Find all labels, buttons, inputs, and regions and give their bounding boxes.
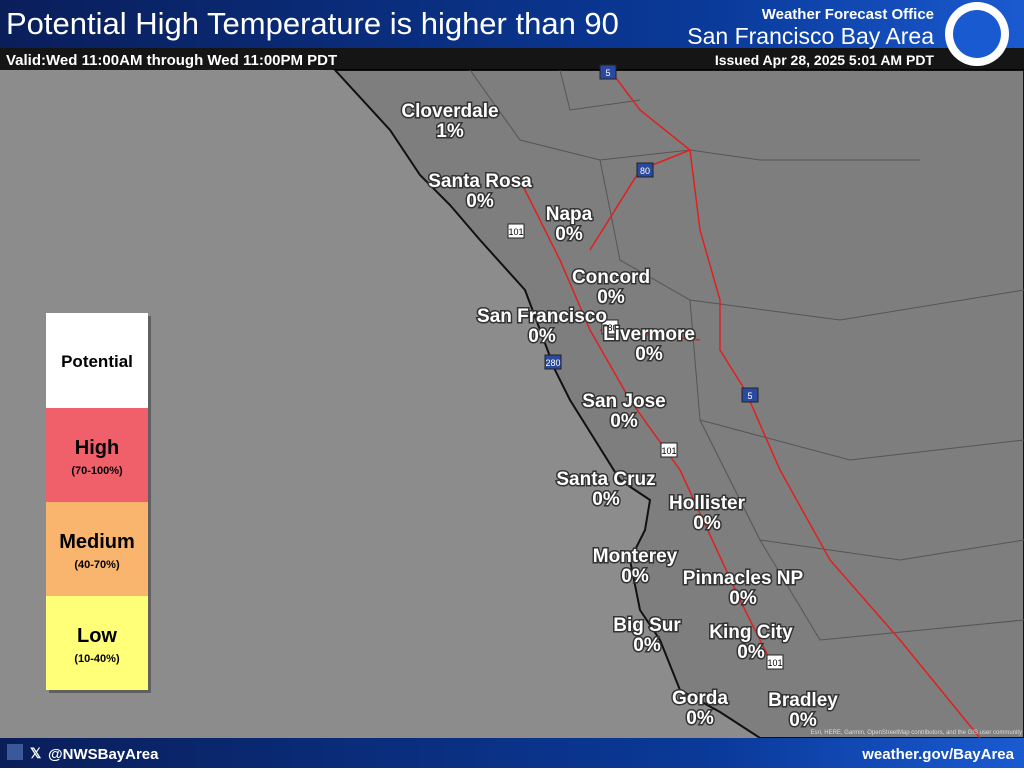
- highway-shield: [544, 354, 562, 370]
- nws-logo-inner: [953, 10, 1001, 58]
- city-probability: 1%: [436, 121, 464, 142]
- highway-number: 101: [508, 227, 523, 237]
- legend-swatch: [46, 502, 148, 596]
- legend-title: Potential: [61, 352, 133, 371]
- header-bar: [0, 0, 1024, 48]
- city-name: San Jose: [582, 391, 665, 412]
- website[interactable]: weather.gov/BayArea: [861, 746, 1014, 763]
- highway-number: 101: [767, 658, 782, 668]
- area: San Francisco Bay Area: [687, 23, 934, 49]
- valid-time: Valid:Wed 11:00AM through Wed 11:00PM PD…: [6, 52, 337, 69]
- land: [332, 69, 1024, 739]
- legend-range: (70-100%): [71, 465, 123, 477]
- city-name: Concord: [572, 267, 650, 288]
- highway-number: 580: [602, 323, 617, 333]
- social-handle[interactable]: @NWSBayArea: [48, 746, 159, 763]
- city-probability: 0%: [633, 635, 661, 656]
- highway-shield: [601, 319, 619, 335]
- highway-number: 5: [747, 391, 752, 401]
- highway-number: 5: [605, 68, 610, 78]
- city-probability: 0%: [555, 224, 583, 245]
- highway-number: 280: [545, 358, 560, 368]
- city-name: Pinnacles NP: [683, 568, 804, 589]
- city-probability: 0%: [592, 489, 620, 510]
- legend-header: [46, 313, 148, 408]
- legend-label: Medium: [59, 531, 135, 553]
- subheader-bar: [0, 48, 1024, 70]
- city-probability: 0%: [729, 588, 757, 609]
- city-probability: 0%: [693, 513, 721, 534]
- facebook-icon[interactable]: [7, 744, 23, 760]
- city-name: King City: [709, 622, 793, 643]
- highway-shield: [766, 654, 784, 670]
- legend-swatch: [46, 596, 148, 690]
- city-name: Napa: [546, 204, 593, 225]
- issued: Issued Apr 28, 2025 5:01 AM PDT: [715, 52, 935, 68]
- city-name: Santa Cruz: [556, 469, 655, 490]
- city-name: Bradley: [768, 690, 838, 711]
- highway-shield: [741, 387, 759, 403]
- attribution: Esri, HERE, Garmin, OpenStreetMap contri…: [811, 730, 1022, 736]
- legend-range: (10-40%): [74, 653, 120, 665]
- city-probability: 0%: [597, 287, 625, 308]
- city-name: Monterey: [593, 546, 678, 567]
- highway-number: 80: [640, 166, 650, 176]
- city-name: Livermore: [603, 324, 695, 345]
- city-name: Santa Rosa: [428, 171, 532, 192]
- city-probability: 0%: [635, 344, 663, 365]
- legend-swatch: [46, 408, 148, 502]
- legend: Potential High (70-100%) Medium (40-70%) Low…: [46, 313, 151, 693]
- city-name: Cloverdale: [401, 101, 498, 122]
- city-probability: 0%: [686, 708, 714, 729]
- title: Potential High Temperature is higher tha…: [6, 6, 619, 41]
- city-probability: 0%: [466, 191, 494, 212]
- legend-label: High: [75, 437, 119, 459]
- city-name: Big Sur: [613, 615, 681, 636]
- highway-shield: [636, 162, 654, 178]
- city-probability: 0%: [610, 411, 638, 432]
- highway-number: 101: [661, 446, 676, 456]
- city-name: San Francisco: [477, 306, 607, 327]
- highway-shield: [599, 64, 617, 80]
- legend-label: Low: [77, 625, 117, 647]
- office: Weather Forecast Office: [762, 6, 934, 23]
- highway-shield: [507, 223, 525, 239]
- x-icon[interactable]: 𝕏: [30, 745, 42, 761]
- county-lines: [469, 69, 1024, 641]
- city-probability: 0%: [737, 642, 765, 663]
- highway-shield: [660, 442, 678, 458]
- city-name: Hollister: [669, 493, 746, 514]
- legend-range: (40-70%): [74, 559, 120, 571]
- city-probability: 0%: [621, 566, 649, 587]
- city-name: Gorda: [672, 688, 728, 709]
- city-probability: 0%: [528, 326, 556, 347]
- city-probability: 0%: [789, 710, 817, 731]
- footer-bar: [0, 738, 1024, 768]
